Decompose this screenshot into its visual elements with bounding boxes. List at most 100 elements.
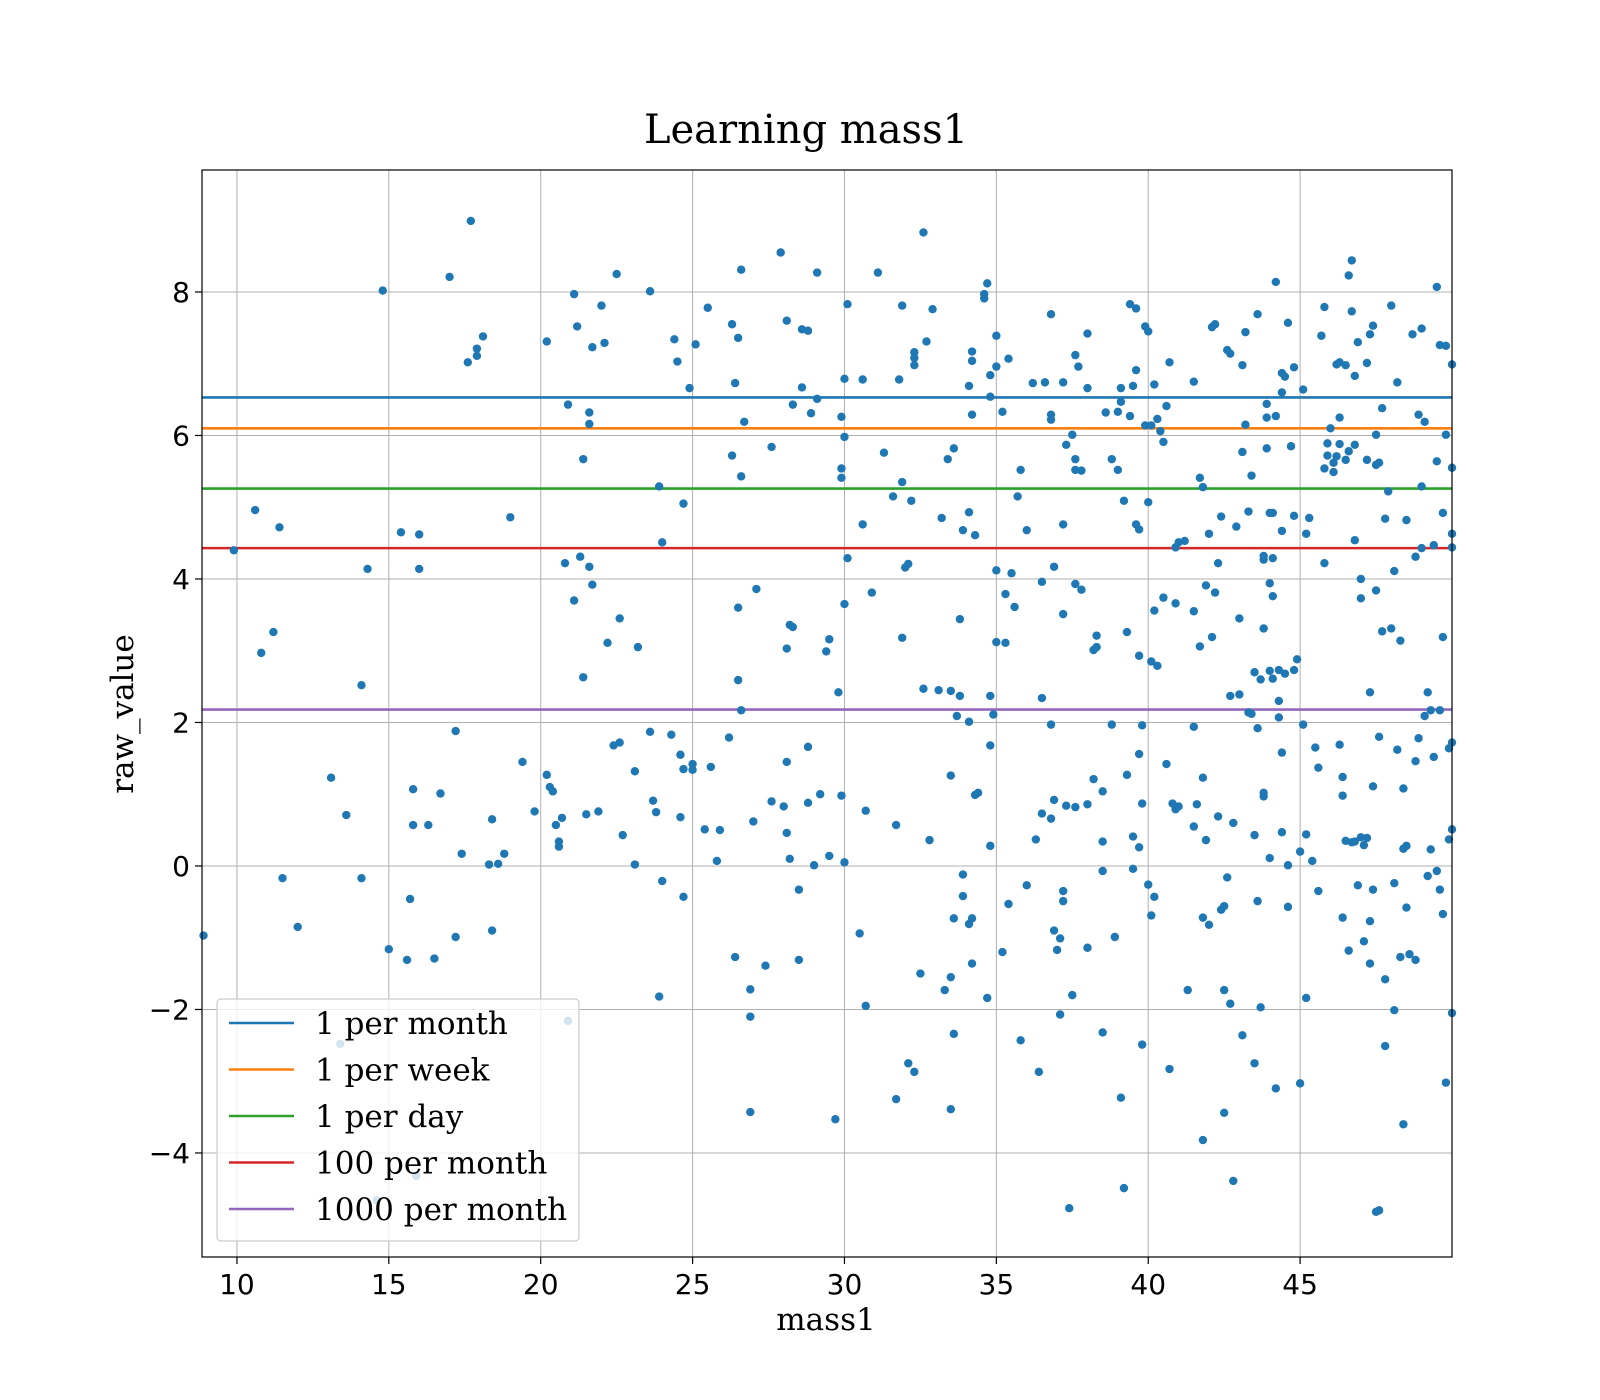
data-point: [1235, 690, 1244, 699]
x-tick-label: 10: [219, 1268, 255, 1301]
data-point: [1128, 864, 1138, 874]
data-point: [1317, 331, 1326, 340]
data-point: [1171, 599, 1180, 608]
data-point: [1435, 885, 1445, 894]
data-point: [1408, 330, 1417, 339]
data-point: [1265, 579, 1274, 588]
data-point: [1250, 1059, 1259, 1068]
data-point: [1122, 627, 1132, 637]
data-point: [1107, 454, 1116, 464]
data-point: [1207, 632, 1217, 642]
data-point: [1441, 341, 1451, 350]
data-point: [1077, 466, 1086, 475]
data-point: [487, 815, 497, 824]
data-point: [1071, 802, 1080, 812]
data-point: [1137, 721, 1147, 730]
data-point: [1289, 363, 1299, 372]
data-point: [1365, 330, 1375, 339]
data-point: [1216, 512, 1226, 521]
data-point: [1125, 411, 1135, 421]
data-point: [1274, 665, 1284, 675]
data-point: [1071, 350, 1080, 360]
data-point: [424, 820, 433, 830]
data-point: [569, 289, 579, 299]
data-point: [958, 891, 968, 901]
data-point: [733, 675, 743, 685]
data-point: [825, 851, 834, 861]
data-point: [648, 796, 658, 805]
data-point: [1022, 525, 1031, 535]
data-point: [1298, 385, 1308, 394]
data-point: [1204, 529, 1214, 538]
data-point: [1195, 642, 1205, 651]
data-point: [706, 762, 716, 772]
data-point: [1159, 593, 1168, 602]
data-point: [1092, 642, 1101, 652]
data-point: [715, 825, 725, 835]
data-point: [937, 513, 946, 523]
data-point: [600, 338, 609, 348]
data-point: [1189, 607, 1198, 616]
data-point: [472, 351, 482, 361]
data-point: [1229, 1176, 1238, 1186]
data-point: [992, 637, 1001, 647]
data-point: [1131, 304, 1141, 313]
data-point: [794, 955, 804, 965]
data-point: [1411, 757, 1420, 766]
data-point: [767, 442, 776, 452]
data-point: [199, 931, 208, 940]
data-point: [1256, 1003, 1265, 1012]
data-point: [955, 691, 965, 701]
data-point: [1320, 464, 1329, 473]
data-point: [897, 301, 907, 310]
y-axis-label: raw_value: [105, 634, 141, 794]
data-point: [1089, 774, 1098, 784]
data-point: [733, 603, 743, 612]
data-point: [1286, 442, 1296, 451]
data-point: [1150, 380, 1159, 389]
data-point: [1274, 713, 1284, 722]
data-point: [1380, 1041, 1390, 1051]
data-point: [1113, 465, 1123, 475]
data-point: [1420, 711, 1429, 721]
data-point: [840, 599, 849, 609]
y-tick-label: 2: [172, 706, 190, 739]
data-point: [1292, 655, 1302, 664]
data-point: [1083, 943, 1092, 952]
data-point: [1162, 401, 1171, 411]
data-point: [1134, 525, 1144, 534]
data-point: [1119, 1183, 1129, 1193]
data-point: [943, 454, 952, 464]
chart-title: Learning mass1: [644, 107, 968, 153]
data-point: [1374, 732, 1384, 742]
data-point: [679, 764, 688, 774]
data-point: [837, 412, 846, 422]
data-point: [1311, 743, 1320, 752]
data-point: [357, 680, 366, 690]
data-point: [746, 985, 755, 994]
data-point: [879, 448, 889, 457]
data-point: [1007, 569, 1016, 578]
data-point: [1119, 496, 1129, 505]
data-point: [597, 301, 606, 310]
data-point: [867, 588, 877, 597]
data-point: [1301, 830, 1311, 839]
data-point: [1046, 310, 1056, 319]
data-point: [1071, 454, 1080, 464]
data-point: [1016, 1036, 1025, 1045]
data-point: [1058, 520, 1068, 529]
data-point: [1329, 467, 1338, 477]
data-point: [998, 947, 1007, 957]
data-point: [1213, 558, 1223, 568]
data-point: [612, 269, 621, 279]
x-tick-label: 45: [1282, 1268, 1318, 1301]
x-tick-label: 25: [675, 1268, 711, 1301]
data-point: [1277, 828, 1287, 837]
data-point: [275, 523, 284, 532]
data-point: [837, 791, 846, 800]
data-point: [1134, 843, 1144, 852]
data-point: [250, 505, 260, 515]
data-point: [1280, 372, 1290, 381]
data-point: [785, 854, 794, 863]
data-point: [1232, 522, 1241, 531]
